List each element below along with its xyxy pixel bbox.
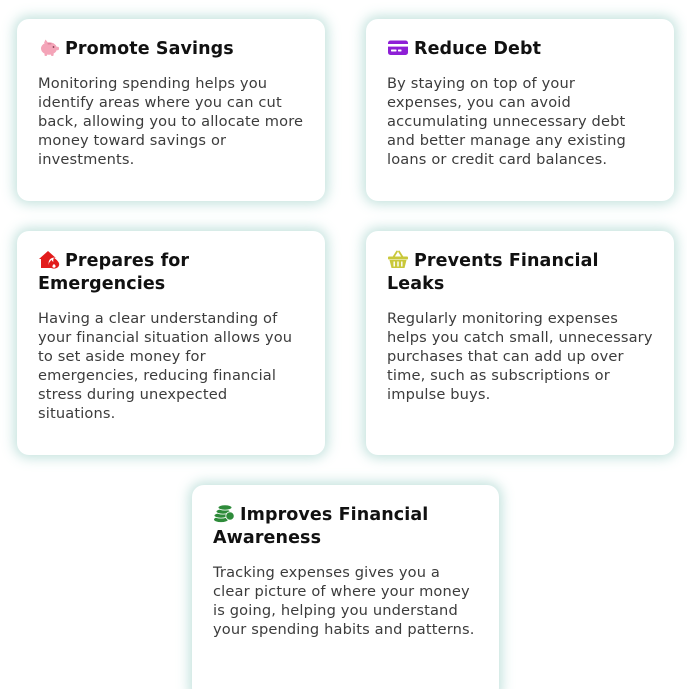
card-title-prepares-for-emergencies: Prepares for Emergencies — [38, 250, 305, 296]
card-title-text: Prepares for Emergencies — [38, 251, 190, 294]
card-prepares-for-emergencies: Prepares for Emergencies Having a clear … — [17, 231, 325, 455]
card-improves-financial-awareness: Improves Financial Awareness Tracking ex… — [192, 485, 499, 689]
credit-card-icon — [387, 38, 409, 57]
house-fire-icon — [38, 250, 60, 269]
card-title-reduce-debt: Reduce Debt — [387, 38, 654, 61]
card-description: Having a clear understanding of your fin… — [38, 310, 293, 422]
card-promote-savings: Promote Savings Monitoring spending help… — [17, 19, 325, 201]
card-title-text: Reduce Debt — [414, 39, 542, 59]
card-title-text: Prevents Financial Leaks — [387, 251, 599, 294]
card-title-prevents-financial-leaks: Prevents Financial Leaks — [387, 250, 654, 296]
card-description: By staying on top of your expenses, you … — [387, 75, 626, 168]
card-description: Monitoring spending helps you identify a… — [38, 75, 304, 168]
card-title-promote-savings: Promote Savings — [38, 38, 305, 61]
card-title-improves-financial-awareness: Improves Financial Awareness — [213, 504, 479, 550]
card-title-text: Improves Financial Awareness — [213, 505, 429, 548]
card-description: Tracking expenses gives you a clear pict… — [213, 564, 475, 638]
basket-icon — [387, 250, 409, 269]
card-title-text: Promote Savings — [65, 39, 234, 59]
card-description: Regularly monitoring expenses helps you … — [387, 310, 653, 403]
card-reduce-debt: Reduce Debt By staying on top of your ex… — [366, 19, 674, 201]
piggy-bank-icon — [38, 38, 60, 57]
card-prevents-financial-leaks: Prevents Financial Leaks Regularly monit… — [366, 231, 674, 455]
coin-stack-icon — [213, 504, 235, 523]
